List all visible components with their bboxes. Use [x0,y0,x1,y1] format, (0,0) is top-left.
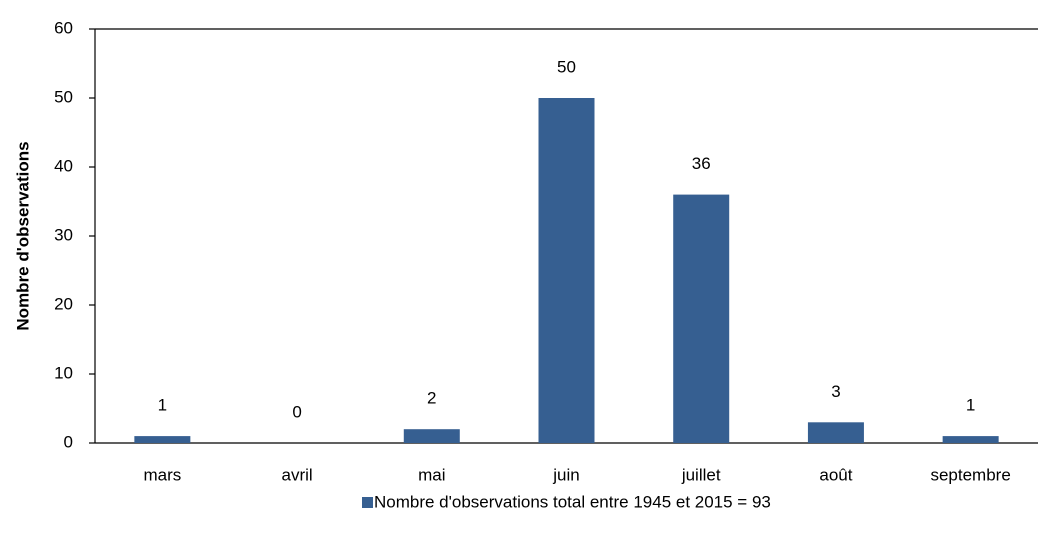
data-label: 1 [158,396,167,415]
legend-label: Nombre d'observations total entre 1945 e… [374,492,771,511]
data-label: 50 [557,57,576,76]
y-tick-label: 20 [54,294,73,313]
data-label: 3 [831,382,840,401]
legend-swatch [362,497,373,508]
x-tick-label: juin [552,465,579,484]
bar [673,194,730,443]
y-tick-label: 60 [54,18,73,37]
bar [942,436,999,443]
data-label: 0 [292,402,301,421]
x-tick-label: septembre [930,465,1010,484]
x-tick-label: mai [418,465,445,484]
bar [134,436,191,443]
y-tick-label: 40 [54,156,73,175]
x-tick-label: avril [281,465,312,484]
y-tick-label: 10 [54,363,73,382]
data-label: 2 [427,389,436,408]
x-tick-label: août [819,465,852,484]
y-tick-label: 30 [54,225,73,244]
data-label: 36 [692,154,711,173]
bar [807,422,864,443]
x-tick-label: mars [143,465,181,484]
data-label: 1 [966,396,975,415]
bar [403,429,460,443]
y-axis-label: Nombre d'observations [13,141,32,330]
x-tick-label: juillet [681,465,721,484]
y-tick-label: 50 [54,87,73,106]
bar [538,98,595,443]
y-tick-label: 0 [64,432,73,451]
